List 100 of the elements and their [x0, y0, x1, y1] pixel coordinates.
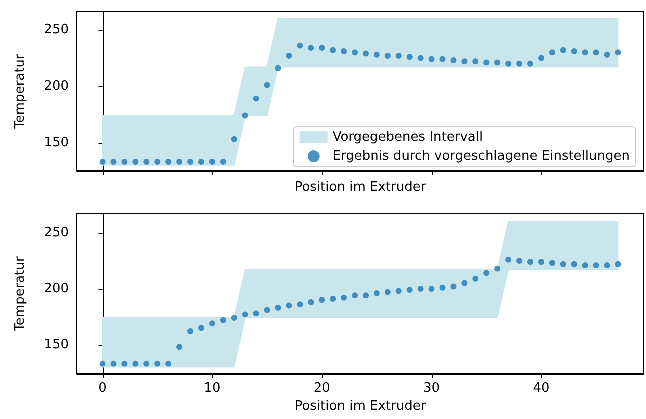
point	[396, 288, 402, 294]
point	[549, 50, 556, 56]
point	[593, 262, 600, 268]
point	[308, 45, 314, 52]
point	[582, 262, 588, 268]
point	[110, 360, 117, 367]
point	[188, 328, 194, 334]
point	[440, 284, 446, 291]
point	[122, 158, 128, 165]
point	[560, 261, 566, 268]
point	[132, 158, 139, 165]
point	[253, 96, 260, 102]
point	[472, 276, 479, 282]
point	[144, 158, 150, 165]
point	[506, 256, 512, 263]
point	[428, 286, 435, 292]
point	[484, 270, 490, 276]
point	[209, 320, 216, 327]
point	[198, 325, 204, 332]
point	[516, 60, 523, 67]
point	[604, 262, 610, 268]
point	[188, 158, 194, 165]
point	[166, 158, 172, 165]
point	[527, 259, 534, 266]
point	[220, 158, 226, 165]
point	[330, 47, 336, 54]
point	[494, 266, 501, 272]
y-axis-title: Temperatur	[13, 54, 28, 130]
point	[231, 315, 238, 322]
point	[341, 48, 348, 54]
point	[462, 58, 468, 65]
point	[319, 297, 326, 304]
x-tick-label: 20	[314, 381, 330, 396]
point	[341, 294, 348, 301]
y-tick-label: 150	[44, 135, 69, 150]
point	[538, 259, 544, 266]
point	[593, 50, 600, 56]
point	[297, 42, 304, 49]
y-tick-label: 150	[44, 337, 69, 352]
point	[275, 304, 282, 311]
point	[418, 55, 424, 62]
x-tick-label: 0	[98, 381, 107, 396]
point	[242, 112, 248, 119]
point	[374, 52, 380, 58]
point	[352, 50, 358, 56]
point	[362, 50, 369, 57]
point	[352, 292, 358, 299]
x-tick-label: 40	[533, 381, 550, 396]
point	[582, 50, 588, 56]
point	[242, 312, 248, 318]
point	[198, 158, 204, 165]
point	[384, 289, 391, 296]
point	[132, 360, 139, 367]
y-axis-title: Temperatur	[13, 256, 28, 332]
point	[166, 360, 172, 367]
point	[484, 60, 490, 66]
point	[297, 302, 304, 308]
point	[450, 57, 457, 64]
point	[220, 317, 226, 324]
point	[494, 60, 501, 66]
point	[154, 158, 161, 165]
point	[615, 261, 622, 268]
point	[571, 261, 578, 268]
point	[144, 360, 150, 367]
point	[100, 158, 106, 165]
point	[275, 65, 282, 72]
point	[450, 284, 457, 290]
point	[506, 60, 512, 67]
point	[571, 48, 578, 54]
point	[462, 280, 468, 286]
point	[406, 287, 413, 294]
point	[406, 54, 413, 60]
x-tick-label: 30	[424, 381, 440, 396]
point	[396, 52, 402, 59]
point	[110, 158, 117, 165]
point	[516, 258, 523, 264]
point	[538, 55, 544, 62]
y-tick-label: 250	[44, 226, 69, 241]
y-tick-label: 200	[44, 281, 69, 296]
y-tick-label: 200	[44, 78, 69, 94]
point	[384, 52, 391, 59]
point	[176, 158, 183, 165]
x-tick-label: 10	[204, 381, 221, 396]
point	[440, 56, 446, 62]
x-axis-title: Position im Extruder	[294, 398, 427, 414]
point	[176, 344, 183, 350]
point	[330, 296, 336, 302]
point	[615, 50, 622, 56]
point	[560, 47, 566, 54]
point	[604, 52, 610, 58]
x-axis-title: Position im Extruder	[294, 180, 427, 195]
point	[253, 310, 260, 317]
legend-label: Ergebnis durch vorgeschlagene Einstellungen	[332, 149, 630, 164]
y-tick-label: 250	[44, 22, 69, 38]
point	[209, 158, 216, 165]
point	[154, 360, 161, 367]
point	[264, 82, 270, 88]
point	[264, 307, 270, 314]
point	[362, 292, 369, 299]
point	[286, 52, 292, 59]
